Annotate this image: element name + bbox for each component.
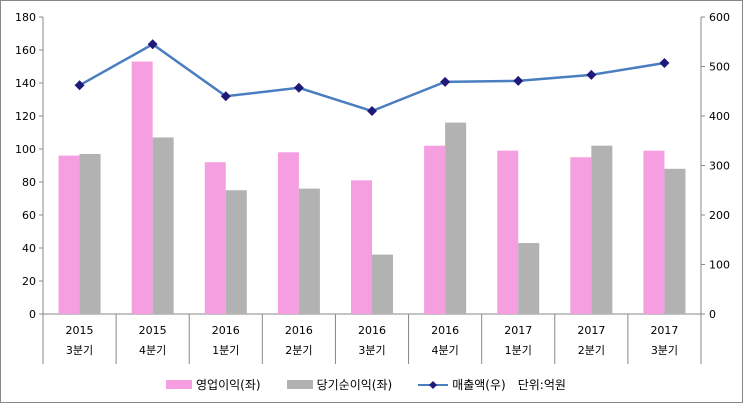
revenue-marker	[367, 106, 377, 117]
legend-item-net-profit: 당기순이익(좌)	[286, 376, 393, 393]
category-quarter-label: 3분기	[66, 344, 93, 357]
revenue-marker	[220, 91, 231, 102]
category-year-label: 2015	[139, 324, 167, 337]
bar-operating-profit	[643, 150, 665, 314]
category-year-label: 2015	[66, 324, 94, 337]
bar-operating-profit	[131, 61, 153, 314]
category-year-label: 2017	[504, 324, 532, 337]
bar-operating-profit	[570, 157, 592, 314]
left-tick-label: 60	[22, 209, 36, 222]
bar-net-profit	[518, 243, 540, 314]
category-quarter-label: 2분기	[578, 344, 605, 357]
revenue-marker	[659, 58, 670, 69]
revenue-marker	[440, 76, 451, 87]
bar-net-profit	[664, 168, 686, 314]
legend-label: 당기순이익(좌)	[316, 378, 393, 392]
left-tick-label: 20	[22, 275, 36, 288]
left-tick-label: 80	[22, 176, 36, 189]
revenue-marker	[586, 69, 597, 80]
bar-operating-profit	[58, 155, 80, 314]
right-tick-label: 600	[709, 11, 730, 24]
right-tick-label: 500	[709, 61, 730, 74]
legend-item-operating-profit: 영업이익(좌)	[166, 376, 261, 393]
legend-label: 매출액(우)	[452, 378, 506, 392]
right-tick-label: 400	[709, 110, 730, 123]
category-quarter-label: 4분기	[431, 344, 458, 357]
revenue-marker	[74, 80, 85, 91]
revenue-marker	[293, 82, 304, 93]
bar-net-profit	[591, 145, 613, 314]
unit-note: 단위:억원	[517, 378, 566, 392]
bar-net-profit	[298, 188, 320, 314]
left-tick-label: 160	[15, 44, 36, 57]
revenue-marker	[513, 75, 524, 86]
bar-net-profit	[79, 153, 101, 314]
left-tick-label: 100	[15, 143, 36, 156]
category-year-label: 2016	[212, 324, 240, 337]
right-tick-label: 0	[709, 308, 716, 321]
category-year-label: 2016	[431, 324, 459, 337]
bar-operating-profit	[204, 162, 226, 314]
left-tick-label: 140	[15, 77, 36, 90]
bar-operating-profit	[351, 180, 372, 314]
combo-chart: 0 20 40 60 80 100 120 140 160 180 0 100 200 300 400 500…	[15, 11, 730, 364]
category-year-label: 2017	[650, 324, 678, 337]
bar-operating-profit	[277, 152, 299, 314]
revenue-line	[78, 42, 665, 113]
right-tick-label: 200	[709, 209, 730, 222]
right-tick-label: 100	[709, 259, 730, 272]
bar-net-profit	[445, 122, 467, 314]
category-quarter-label: 1분기	[505, 344, 532, 357]
category-year-label: 2017	[577, 324, 605, 337]
legend: 영업이익(좌) 당기순이익(좌) 매출액(우) 단위:억원	[166, 376, 566, 393]
legend-swatch	[286, 380, 313, 389]
left-tick-label: 120	[15, 110, 36, 123]
legend-swatch	[166, 380, 192, 389]
bar-net-profit	[372, 254, 393, 314]
legend-label: 영업이익(좌)	[196, 378, 261, 392]
left-tick-label: 180	[15, 11, 36, 24]
category-year-label: 2016	[285, 324, 313, 337]
right-tick-label: 300	[709, 160, 730, 173]
category-quarter-label: 3분기	[358, 344, 385, 357]
legend-line-marker	[418, 380, 449, 389]
bar-net-profit	[225, 190, 247, 314]
left-tick-label: 40	[22, 242, 36, 255]
bar-operating-profit	[424, 145, 446, 314]
category-quarter-label: 4분기	[139, 344, 166, 357]
left-tick-label: 0	[29, 308, 36, 321]
legend-item-revenue: 매출액(우) 단위:억원	[418, 376, 566, 393]
category-quarter-label: 2분기	[285, 344, 312, 357]
category-quarter-label: 1분기	[212, 344, 239, 357]
bar-net-profit	[152, 137, 174, 314]
revenue-marker	[147, 39, 158, 50]
category-year-label: 2016	[358, 324, 386, 337]
category-quarter-label: 3분기	[651, 344, 678, 357]
bar-operating-profit	[497, 150, 519, 314]
